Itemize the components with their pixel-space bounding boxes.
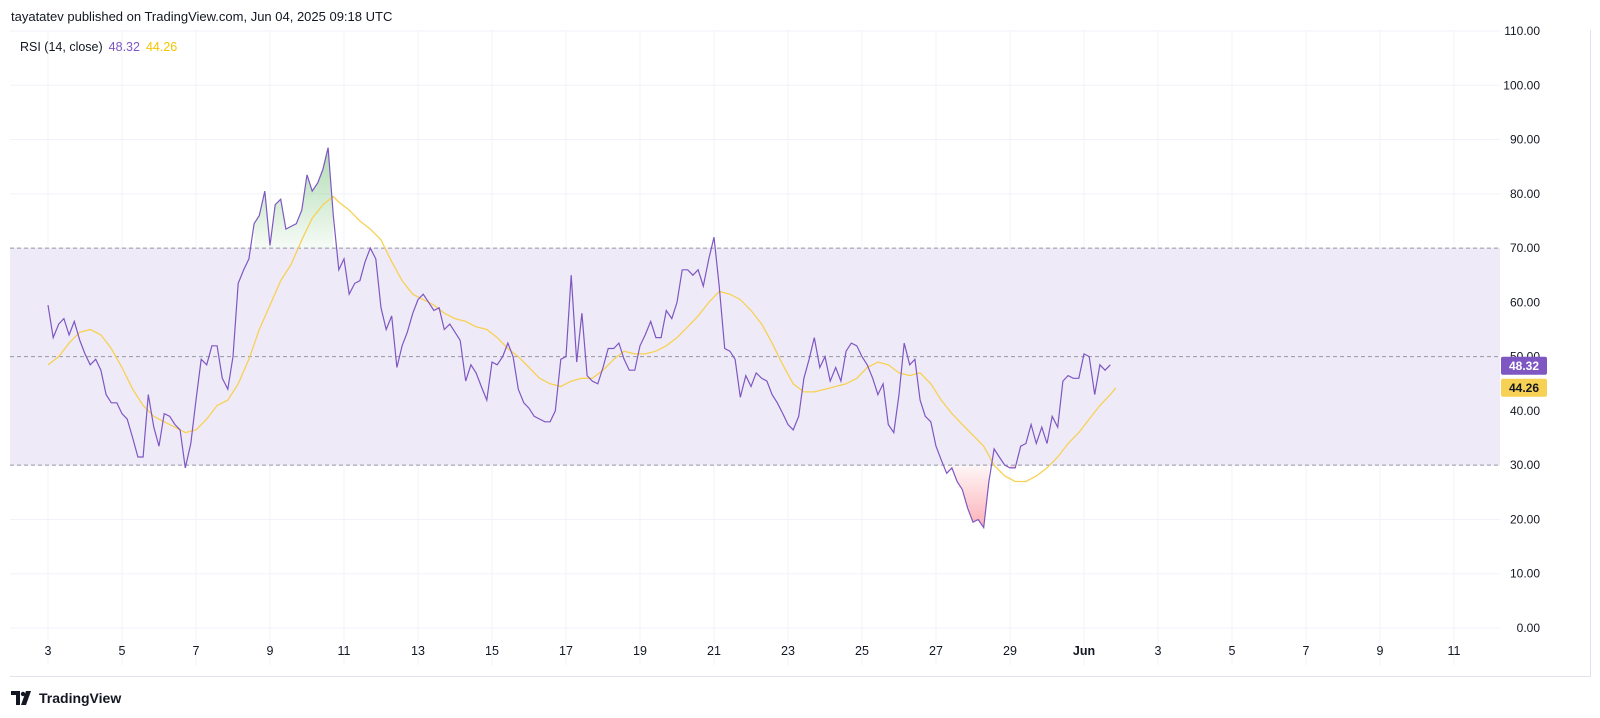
series-lines [47, 147, 1117, 530]
value-badges: 48.32 44.26 [1501, 356, 1547, 397]
y-tick-label: 90.00 [1510, 133, 1540, 147]
x-tick-label: 5 [1229, 644, 1236, 658]
ma-value-badge-bg [1501, 378, 1547, 397]
x-tick-label: 9 [1377, 644, 1384, 658]
indicator-legend[interactable]: RSI (14, close) 48.32 44.26 [20, 40, 177, 54]
x-tick-label: 13 [411, 644, 425, 658]
x-tick-label: 17 [559, 644, 573, 658]
y-tick-label: 10.00 [1510, 567, 1540, 581]
y-tick-label: 60.00 [1510, 295, 1540, 309]
x-axis: 3 5 7 9 11 13 15 17 19 21 23 25 27 29 Jun 3 5 7 9 11 [45, 644, 1461, 658]
rsi-value-badge: 48.32 [1509, 359, 1539, 373]
y-tick-label: 0.00 [1517, 621, 1541, 635]
x-tick-label: 27 [929, 644, 943, 658]
x-tick-label: 9 [267, 644, 274, 658]
brand-name: TradingView [39, 690, 122, 706]
chart-pane[interactable] [10, 30, 1591, 677]
oversold-fill [946, 465, 989, 528]
y-tick-label: 20.00 [1510, 512, 1540, 526]
y-tick-label: 70.00 [1510, 241, 1540, 255]
rsi-legend-value: 48.32 [108, 40, 140, 54]
x-tick-label: 11 [1448, 644, 1461, 658]
x-tick-label: 5 [119, 644, 126, 658]
indicator-name: RSI (14, close) [20, 40, 103, 54]
y-tick-label: 110.00 [1504, 24, 1540, 38]
rsi-line [47, 147, 1111, 530]
x-tick-label: 19 [633, 644, 647, 658]
ma-value-badge: 44.26 [1509, 381, 1539, 395]
y-tick-label: 80.00 [1510, 187, 1540, 201]
x-tick-label: 3 [45, 644, 52, 658]
x-tick-label: 7 [1303, 644, 1310, 658]
rsi-value-badge-bg [1501, 356, 1547, 375]
tradingview-brand[interactable]: TradingView [11, 690, 121, 706]
y-tick-label: 40.00 [1510, 404, 1540, 418]
y-axis: 0.0010.0020.0030.0040.0050.0060.0070.008… [1503, 24, 1540, 635]
x-tick-label: 21 [707, 644, 721, 658]
x-tick-label: 25 [855, 644, 869, 658]
ma-legend-value: 44.26 [145, 40, 178, 54]
x-tick-label: 11 [338, 644, 351, 658]
x-tick-label: 23 [781, 644, 795, 658]
oversold-fill [1010, 465, 1016, 468]
publish-info: tayatatev published on TradingView.com, … [11, 9, 393, 24]
tradingview-logo-icon [11, 691, 31, 705]
x-tick-label: 7 [193, 644, 200, 658]
x-tick-label: Jun [1073, 644, 1095, 658]
y-tick-label: 30.00 [1510, 458, 1540, 472]
x-tick-label: 15 [485, 644, 499, 658]
band-lines [10, 247, 1500, 466]
x-tick-label: 29 [1003, 644, 1017, 658]
overbought-fill [254, 147, 334, 249]
ma-line [47, 195, 1117, 483]
y-tick-label: 100.00 [1503, 78, 1540, 92]
x-tick-label: 3 [1155, 644, 1162, 658]
